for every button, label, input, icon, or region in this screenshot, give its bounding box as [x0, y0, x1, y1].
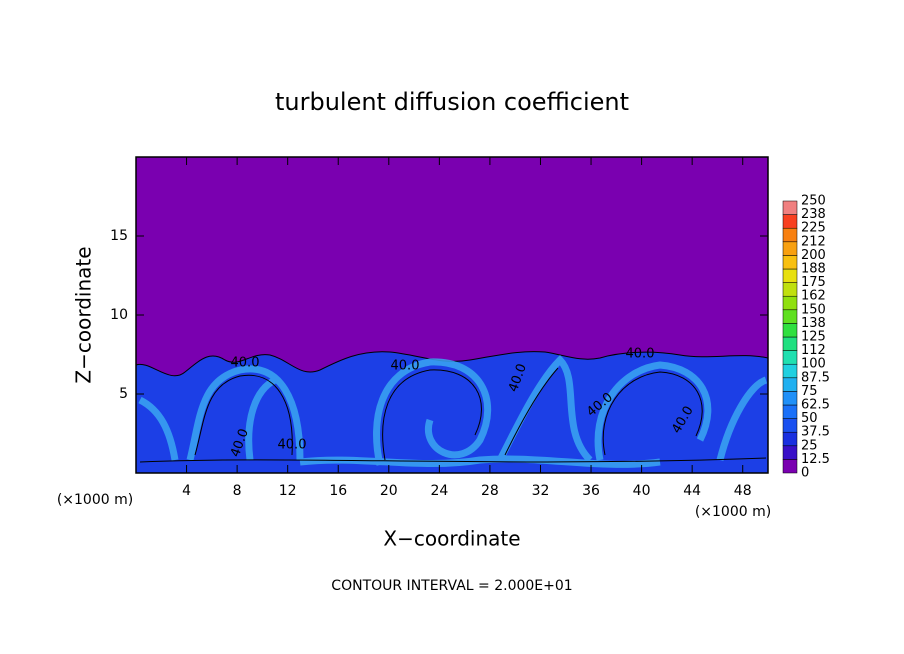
colorbar-label: 0 — [801, 466, 809, 481]
colorbar-label: 12.5 — [801, 452, 830, 467]
x-tick-label: 32 — [532, 483, 550, 499]
colorbar-bin — [782, 431, 798, 447]
colorbar-label: 138 — [801, 316, 826, 331]
colorbar-label: 188 — [801, 262, 826, 277]
field-region — [135, 351, 769, 474]
colorbar-label: 62.5 — [801, 398, 830, 413]
contour-interval: CONTOUR INTERVAL = 2.000E+01 — [331, 578, 572, 594]
colorbar-label: 150 — [801, 302, 826, 317]
contour-label: 40.0 — [626, 347, 655, 362]
contour-label: 40.0 — [231, 356, 260, 371]
colorbar-bin — [782, 227, 798, 243]
colorbar-bin — [782, 241, 798, 256]
colorbar-bin — [782, 282, 798, 297]
colorbar-bin — [782, 350, 798, 365]
y-tick-label: 5 — [119, 386, 128, 402]
colorbar-label: 37.5 — [801, 425, 830, 440]
x-tick-label: 20 — [380, 483, 398, 499]
colorbar-bin — [782, 336, 798, 351]
colorbar-label: 175 — [801, 275, 826, 290]
colorbar-label: 212 — [801, 234, 826, 249]
x-tick-label: 48 — [734, 483, 752, 499]
colorbar-bin — [782, 255, 798, 270]
field — [135, 157, 769, 474]
colorbar-bin — [782, 445, 798, 460]
colorbar-bin — [782, 363, 798, 379]
colorbar-label: 100 — [801, 357, 826, 372]
colorbar-bin — [782, 323, 798, 338]
colorbar-label: 125 — [801, 330, 826, 345]
x-tick-label: 16 — [329, 483, 347, 499]
contour-label: 40.0 — [278, 438, 307, 453]
x-tick-label: 28 — [481, 483, 499, 499]
colorbar-bin — [782, 214, 798, 229]
colorbar-bin — [782, 200, 798, 215]
x-tick-label: 40 — [633, 483, 651, 499]
x-tick-label: 24 — [430, 483, 448, 499]
x-tick-label: 8 — [233, 483, 242, 499]
y-axis-label: Z−coordinate — [72, 246, 96, 383]
y-tick-label: 15 — [110, 228, 128, 244]
colorbar-label: 250 — [801, 194, 826, 209]
colorbar-label: 200 — [801, 248, 826, 263]
colorbar-label: 50 — [801, 411, 818, 426]
colorbar-label: 25 — [801, 438, 818, 453]
contour-lines — [139, 367, 767, 463]
colorbar-label: 87.5 — [801, 370, 830, 385]
x-unit-label: (×1000 m) — [695, 504, 771, 520]
colorbar-bin — [782, 391, 798, 406]
x-tick-label: 4 — [182, 483, 191, 499]
x-tick-label: 12 — [279, 483, 297, 499]
x-tick-label: 36 — [582, 483, 600, 499]
colorbar-label: 225 — [801, 221, 826, 236]
colorbar-bin — [782, 377, 798, 392]
colorbar-label: 75 — [801, 384, 818, 399]
colorbar-label: 162 — [801, 289, 826, 304]
chart-title: turbulent diffusion coefficient — [275, 88, 629, 116]
x-tick-label: 44 — [683, 483, 701, 499]
x-axis-label: X−coordinate — [383, 527, 520, 551]
colorbar-bin — [782, 295, 798, 311]
colorbar-bin — [782, 418, 798, 433]
colorbar-label: 112 — [801, 343, 826, 358]
colorbar-bin — [782, 459, 798, 474]
colorbar-bin — [782, 309, 798, 324]
colorbar-bin — [782, 268, 798, 283]
contour-label: 40.0 — [391, 359, 420, 374]
colorbar-bin — [782, 404, 798, 419]
colorbar-label: 238 — [801, 207, 826, 222]
y-tick-label: 10 — [110, 307, 128, 323]
x-unit-label: (×1000 m) — [57, 492, 133, 508]
